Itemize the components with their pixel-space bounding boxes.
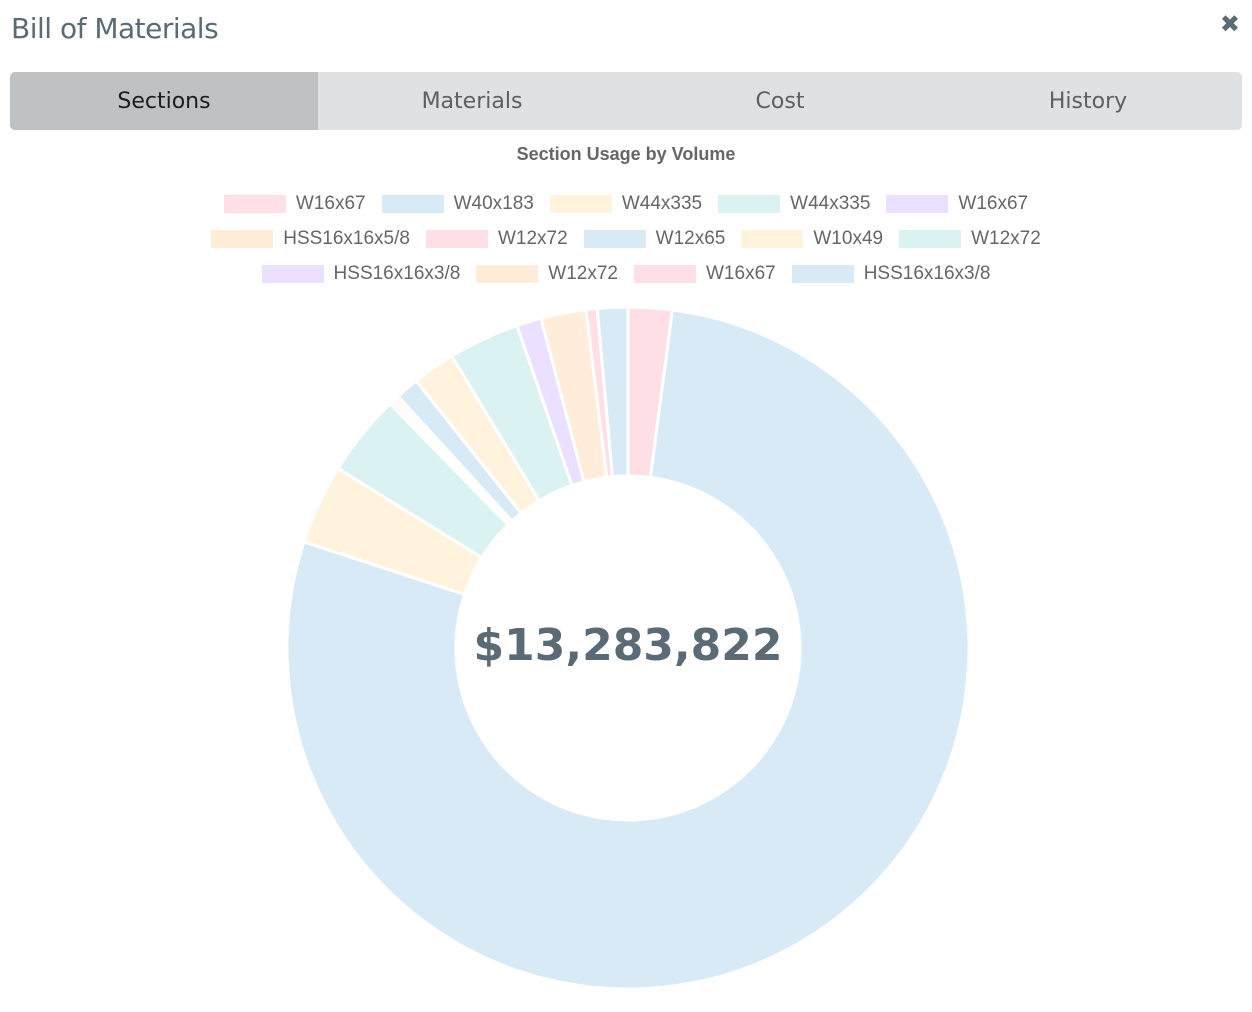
chart-legend: W16x67 W40x183 W44x335 W44x335 W16x67 HSS16x1… — [186, 193, 1066, 284]
legend-swatch — [223, 195, 286, 213]
legend-label: W10x49 — [813, 228, 884, 249]
legend-swatch — [549, 195, 612, 213]
legend-item[interactable]: W44x335 — [718, 193, 871, 214]
legend-swatch — [634, 265, 696, 283]
legend-item[interactable]: HSS16x16x3/8 — [261, 263, 461, 284]
legend-item[interactable]: W12x72 — [476, 263, 618, 284]
tab-cost[interactable]: Cost — [755, 88, 805, 114]
legend-label: W44x335 — [621, 193, 703, 214]
close-icon[interactable]: ✖ — [1219, 10, 1240, 38]
tab-history[interactable]: History — [1048, 88, 1128, 114]
donut-center-total: $13,283,822 — [473, 620, 783, 671]
legend-label: HSS16x16x3/8 — [863, 263, 991, 284]
legend-label: W16x67 — [295, 193, 366, 214]
tab-bar: Sections Materials Cost History — [10, 72, 1242, 130]
legend-label: W12x72 — [497, 228, 568, 249]
legend-label: W12x72 — [971, 228, 1041, 249]
legend-swatch — [583, 230, 646, 248]
legend-label: W40x183 — [453, 193, 534, 214]
donut-slice-w40x183[interactable] — [285, 308, 971, 991]
legend-item[interactable]: W40x183 — [381, 193, 534, 214]
legend-swatch — [886, 195, 949, 213]
legend-swatch — [718, 195, 781, 213]
tab-materials[interactable]: Materials — [421, 88, 523, 114]
legend-swatch — [211, 230, 274, 248]
legend-item[interactable]: W12x72 — [899, 228, 1041, 249]
legend-item[interactable]: HSS16x16x3/8 — [791, 263, 991, 284]
legend-item[interactable]: W12x65 — [583, 228, 726, 249]
legend-label: HSS16x16x3/8 — [333, 263, 461, 284]
legend-swatch — [425, 230, 488, 248]
legend-swatch — [791, 265, 854, 283]
legend-item[interactable]: W44x335 — [549, 193, 703, 214]
legend-label: W12x72 — [548, 263, 618, 284]
legend-swatch — [381, 195, 444, 213]
legend-swatch — [899, 230, 962, 248]
legend-label: W16x67 — [958, 193, 1029, 214]
legend-item[interactable]: W12x72 — [425, 228, 568, 249]
legend-label: W16x67 — [706, 263, 776, 284]
legend-item[interactable]: W10x49 — [741, 228, 884, 249]
legend-label: W44x335 — [790, 193, 871, 214]
legend-item[interactable]: W16x67 — [886, 193, 1029, 214]
tab-sections[interactable]: Sections — [10, 72, 318, 130]
legend-label: W12x65 — [655, 228, 726, 249]
dialog-title: Bill of Materials — [11, 12, 219, 45]
legend-swatch — [261, 265, 324, 283]
legend-swatch — [476, 265, 539, 283]
legend-item[interactable]: HSS16x16x5/8 — [211, 228, 410, 249]
legend-label: HSS16x16x5/8 — [283, 228, 410, 249]
legend-item[interactable]: W16x67 — [634, 263, 776, 284]
donut-slice-hss16x16x3-8[interactable] — [595, 305, 630, 479]
legend-swatch — [741, 230, 804, 248]
chart-title: Section Usage by Volume — [516, 144, 736, 164]
legend-item[interactable]: W16x67 — [223, 193, 366, 214]
